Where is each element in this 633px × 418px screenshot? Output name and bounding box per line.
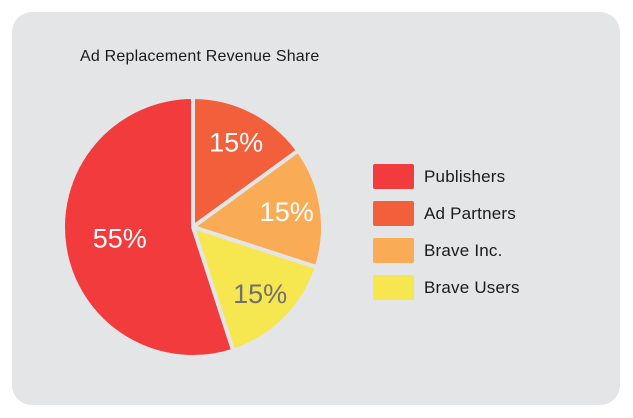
legend-color-swatch	[373, 164, 414, 189]
legend-label: Brave Users	[424, 277, 520, 297]
legend-item-ad-partners: Ad Partners	[373, 201, 520, 226]
legend-item-brave-users: Brave Users	[373, 275, 520, 300]
pie-slice-brave-inc	[191, 148, 325, 270]
pie-slice-value-label: 15%	[233, 279, 287, 309]
chart-title: Ad Replacement Revenue Share	[80, 48, 320, 65]
legend-label: Publishers	[424, 166, 506, 186]
pie-slice-value-label: 15%	[209, 127, 263, 157]
pie-slice-value-label: 15%	[260, 197, 314, 227]
legend: Publishers Ad Partners Brave Inc. Brave Use…	[373, 164, 520, 300]
legend-color-swatch	[373, 201, 414, 226]
pie-slice-ad-partners	[191, 95, 301, 229]
legend-label: Ad Partners	[424, 203, 516, 223]
legend-item-publishers: Publishers	[373, 164, 520, 189]
legend-label: Brave Inc.	[424, 240, 503, 260]
pie-slice-value-label: 55%	[93, 224, 147, 254]
chart-card: Ad Replacement Revenue Share 15% 15% 15% 55…	[12, 12, 620, 405]
legend-color-swatch	[373, 275, 414, 300]
pie-slice-publishers	[61, 95, 236, 359]
legend-color-swatch	[373, 238, 414, 263]
legend-item-brave-inc: Brave Inc.	[373, 238, 520, 263]
pie-chart: 15% 15% 15% 55%	[61, 95, 325, 359]
